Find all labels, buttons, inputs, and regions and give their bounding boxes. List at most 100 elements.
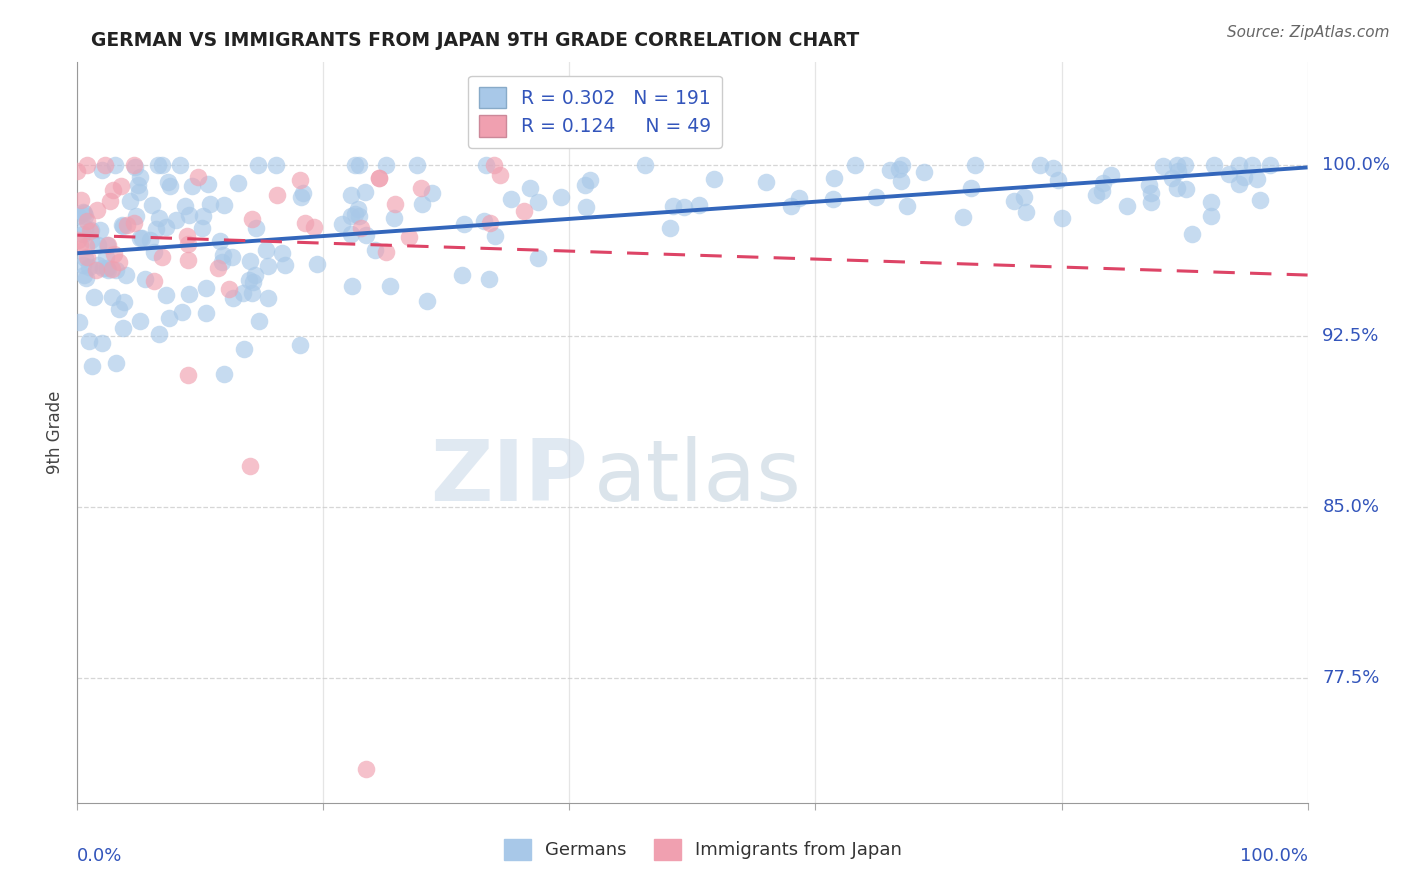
Point [1161, 171, 1184, 186]
Point [1201, 209, 1223, 223]
Point [232, 343, 254, 357]
Point [1046, 173, 1069, 187]
Point [501, 192, 523, 206]
Point [165, 212, 187, 227]
Point [128, 170, 150, 185]
Point [169, 158, 191, 172]
Text: 100.0%: 100.0% [1240, 847, 1308, 865]
Point [72, 205, 94, 219]
Point [484, 229, 506, 244]
Point [1249, 194, 1271, 208]
Point [110, 179, 132, 194]
Point [76, 158, 98, 172]
Point [240, 285, 263, 300]
Point [963, 158, 986, 172]
Point [347, 202, 370, 216]
Point [238, 273, 260, 287]
Point [145, 222, 167, 236]
Point [257, 259, 280, 273]
Point [146, 158, 169, 172]
Point [211, 247, 233, 261]
Point [150, 250, 173, 264]
Point [896, 199, 918, 213]
Point [101, 262, 124, 277]
Point [187, 170, 209, 185]
Point [1140, 195, 1163, 210]
Point [375, 244, 398, 259]
Point [340, 210, 363, 224]
Point [242, 275, 264, 289]
Point [1042, 161, 1064, 175]
Point [1137, 178, 1160, 192]
Point [91, 162, 114, 177]
Point [104, 263, 127, 277]
Point [134, 271, 156, 285]
Point [72, 227, 94, 242]
Point [1152, 159, 1174, 173]
Point [787, 191, 810, 205]
Point [890, 174, 912, 188]
Point [104, 158, 127, 172]
Point [76, 214, 98, 228]
Point [76, 239, 98, 253]
Point [344, 158, 367, 172]
Point [703, 171, 725, 186]
Point [155, 220, 177, 235]
Point [1015, 205, 1038, 219]
Point [181, 179, 204, 194]
Point [1218, 167, 1240, 181]
Point [128, 185, 150, 199]
Point [1099, 168, 1122, 182]
Point [290, 338, 312, 352]
Point [474, 158, 496, 172]
Point [1014, 189, 1036, 203]
Point [1240, 158, 1263, 172]
Point [125, 210, 148, 224]
Point [292, 186, 315, 200]
Point [960, 180, 983, 194]
Point [105, 356, 128, 370]
Point [139, 233, 162, 247]
Point [527, 194, 550, 209]
Y-axis label: 9th Grade: 9th Grade [46, 391, 65, 475]
Point [375, 158, 398, 172]
Point [98, 194, 121, 208]
Point [264, 158, 287, 172]
Point [453, 217, 475, 231]
Point [343, 207, 366, 221]
Point [1029, 158, 1052, 172]
Point [142, 274, 165, 288]
Point [176, 252, 198, 267]
Point [821, 192, 844, 206]
Point [156, 175, 179, 189]
Point [89, 223, 111, 237]
Text: ZIP: ZIP [430, 435, 588, 518]
Point [347, 158, 370, 172]
Point [84, 263, 107, 277]
Point [422, 186, 444, 200]
Point [1181, 227, 1204, 242]
Point [67, 316, 90, 330]
Point [865, 190, 887, 204]
Point [354, 227, 377, 242]
Point [103, 183, 125, 197]
Point [80, 233, 103, 247]
Point [72, 258, 94, 272]
Point [226, 176, 249, 190]
Point [755, 175, 778, 189]
Point [340, 279, 363, 293]
Point [76, 250, 98, 264]
Point [294, 217, 316, 231]
Point [80, 223, 103, 237]
Point [221, 291, 243, 305]
Point [112, 295, 135, 310]
Point [79, 225, 101, 239]
Legend: Germans, Immigrants from Japan: Germans, Immigrants from Japan [496, 831, 910, 867]
Point [159, 178, 181, 193]
Point [97, 262, 120, 277]
Point [513, 204, 536, 219]
Point [368, 171, 391, 186]
Point [575, 200, 598, 214]
Point [91, 336, 114, 351]
Point [73, 206, 96, 220]
